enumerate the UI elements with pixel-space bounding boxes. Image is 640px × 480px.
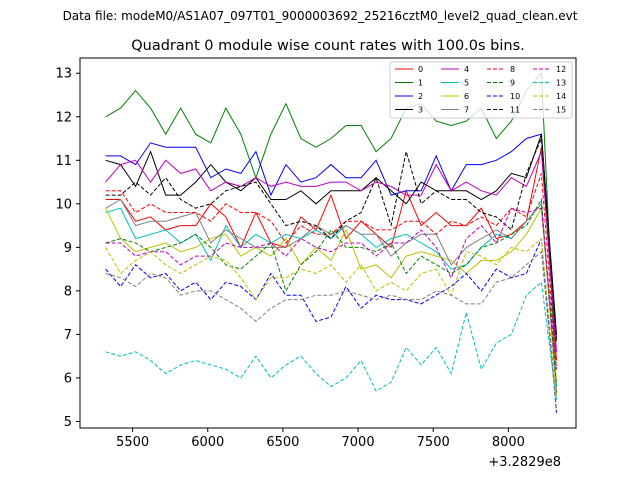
legend-label-5: 5 xyxy=(464,79,469,88)
y-tick-label: 10 xyxy=(55,197,72,212)
chart-title: Quadrant 0 module wise count rates with … xyxy=(131,38,525,54)
legend-label-4: 4 xyxy=(464,65,469,74)
x-offset-label: +3.2829e8 xyxy=(488,455,561,470)
legend-label-3: 3 xyxy=(418,106,423,115)
legend-label-7: 7 xyxy=(464,106,469,115)
y-tick-label: 5 xyxy=(64,415,72,430)
series-line-2 xyxy=(105,133,557,339)
x-tick-label: 6500 xyxy=(266,435,299,450)
x-tick-label: 7000 xyxy=(342,435,375,450)
series-line-12 xyxy=(105,207,557,370)
y-tick-label: 9 xyxy=(64,241,72,256)
y-tick-label: 8 xyxy=(64,284,72,299)
y-axis: 5 6 7 8 9 10 11 12 13 xyxy=(55,67,80,430)
figure-suptitle: Data file: modeM0/AS1A07_097T01_90000036… xyxy=(63,9,578,23)
x-tick-label: 6000 xyxy=(191,435,224,450)
y-tick-label: 6 xyxy=(64,371,72,386)
series-line-13 xyxy=(105,281,557,400)
legend-label-9: 9 xyxy=(510,79,515,88)
series-line-11 xyxy=(105,138,557,344)
legend-label-6: 6 xyxy=(464,92,469,101)
series-line-9 xyxy=(105,197,557,387)
legend-label-14: 14 xyxy=(556,92,566,101)
series-line-0 xyxy=(105,147,557,361)
series-line-14 xyxy=(105,237,557,396)
plot-frame xyxy=(79,57,577,429)
series-line-4 xyxy=(105,151,557,352)
legend-label-12: 12 xyxy=(556,65,566,74)
legend-label-15: 15 xyxy=(556,106,566,115)
legend-box xyxy=(389,61,573,119)
series-line-8 xyxy=(105,173,557,370)
legend-label-11: 11 xyxy=(510,106,520,115)
x-tick-label: 7500 xyxy=(417,435,450,450)
legend-label-8: 8 xyxy=(510,65,515,74)
y-tick-label: 11 xyxy=(55,154,72,169)
y-tick-label: 7 xyxy=(64,328,72,343)
series-line-6 xyxy=(105,206,557,383)
series-line-10 xyxy=(105,238,557,413)
legend-label-2: 2 xyxy=(418,92,423,101)
series-line-3 xyxy=(105,134,557,335)
x-axis: 5500 6000 6500 7000 7500 8000 xyxy=(116,428,525,450)
x-tick-label: 5500 xyxy=(116,435,149,450)
x-tick-label: 8000 xyxy=(492,435,525,450)
legend-label-1: 1 xyxy=(418,79,423,88)
plot-lines xyxy=(105,71,557,413)
legend-label-0: 0 xyxy=(418,65,423,74)
series-line-15 xyxy=(105,250,557,409)
y-tick-label: 12 xyxy=(55,110,72,125)
legend-label-13: 13 xyxy=(556,79,566,88)
legend-label-10: 10 xyxy=(510,92,520,101)
y-tick-label: 13 xyxy=(55,67,72,82)
